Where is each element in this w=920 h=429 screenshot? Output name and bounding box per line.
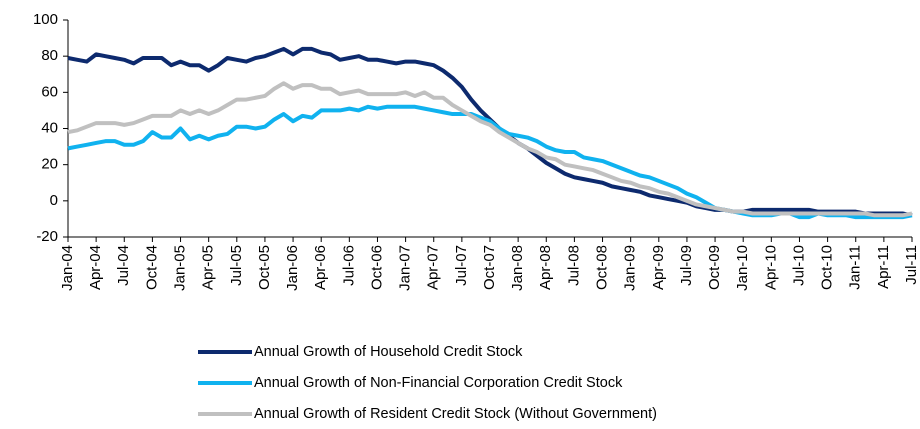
x-tick-label: Oct-06 [368, 245, 385, 290]
x-tick-label: Jan-09 [622, 245, 639, 291]
x-tick-label: Apr-04 [87, 245, 104, 290]
y-tick-label: 0 [50, 192, 58, 209]
x-tick-label: Jan-05 [172, 245, 189, 291]
x-tick-label: Apr-06 [312, 245, 329, 290]
x-tick-label: Jan-11 [847, 245, 864, 290]
x-tick-label: Oct-04 [143, 245, 160, 290]
y-tick-label: 20 [41, 156, 58, 173]
y-tick-label: 40 [41, 119, 58, 136]
x-tick-label: Jul-04 [115, 245, 132, 286]
x-tick-label: Apr-08 [537, 245, 554, 290]
x-tick-label: Apr-07 [425, 245, 442, 290]
y-tick-label: 100 [33, 11, 58, 28]
legend-label: Annual Growth of Household Credit Stock [254, 344, 523, 360]
x-tick-label: Jan-10 [734, 245, 751, 291]
x-tick-label: Jul-08 [565, 245, 582, 286]
x-tick-label: Oct-08 [594, 245, 611, 290]
y-tick-label: -20 [36, 228, 58, 245]
x-tick-label: Oct-10 [819, 245, 836, 290]
x-tick-label: Jan-06 [284, 245, 301, 291]
x-tick-label: Jul-09 [678, 245, 695, 286]
legend-label: Annual Growth of Resident Credit Stock (… [254, 406, 657, 422]
legend-label: Annual Growth of Non-Financial Corporati… [254, 375, 623, 391]
x-tick-label: Jul-05 [228, 245, 245, 286]
x-tick-label: Oct-07 [481, 245, 498, 290]
y-tick-label: 60 [41, 83, 58, 100]
y-tick-label: 80 [41, 47, 58, 64]
x-tick-label: Apr-09 [650, 245, 667, 290]
series-line [67, 46, 913, 218]
x-tick-label: Jul-11 [903, 245, 920, 285]
x-tick-label: Jul-07 [453, 245, 470, 286]
x-tick-label: Jan-07 [397, 245, 414, 291]
x-tick-label: Apr-11 [875, 245, 892, 289]
x-tick-label: Jul-10 [790, 245, 807, 286]
x-tick-label: Jan-04 [59, 245, 76, 291]
x-tick-label: Oct-05 [256, 245, 273, 290]
x-tick-label: Apr-05 [200, 245, 217, 290]
x-tick-label: Jan-08 [509, 245, 526, 291]
x-tick-label: Jul-06 [340, 245, 357, 286]
x-tick-label: Oct-09 [706, 245, 723, 290]
series-line [67, 81, 913, 218]
x-tick-label: Apr-10 [762, 245, 779, 290]
